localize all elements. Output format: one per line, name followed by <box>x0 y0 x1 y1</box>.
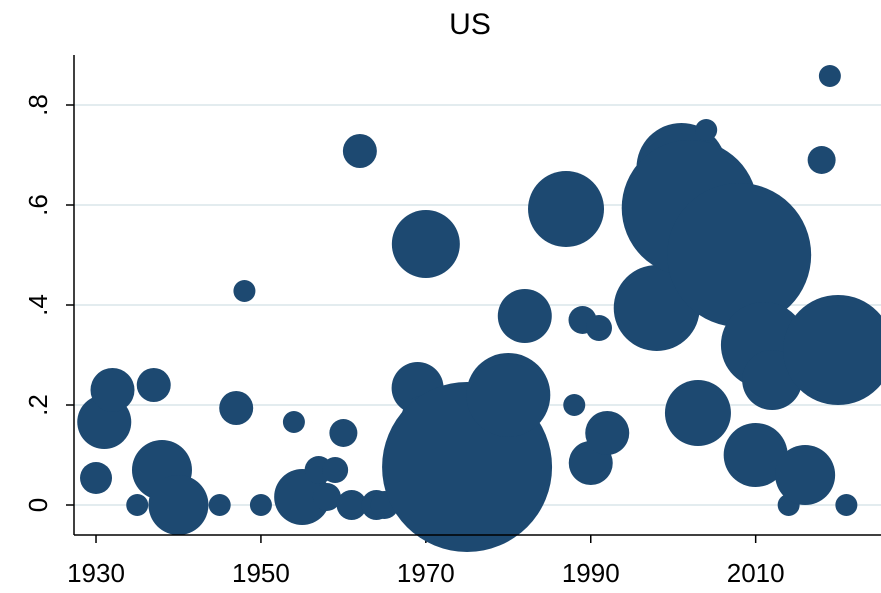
bubble <box>249 494 272 516</box>
bubble <box>312 483 341 511</box>
x-tick-label: 1950 <box>232 558 290 588</box>
chart-title: US <box>449 8 491 41</box>
bubble <box>667 183 812 327</box>
bubble <box>783 295 881 405</box>
bubble <box>336 490 367 520</box>
x-tick-label: 1970 <box>397 558 455 588</box>
x-tick-label: 2010 <box>727 558 785 588</box>
bubble <box>126 494 149 516</box>
bubble <box>342 134 377 168</box>
y-tick-label: .4 <box>23 294 53 316</box>
bubble <box>233 280 256 302</box>
bubble <box>528 171 605 247</box>
bubble <box>219 391 254 425</box>
bubble <box>208 494 231 516</box>
y-tick-label: 0 <box>23 498 53 512</box>
bubble <box>80 462 113 494</box>
x-tick-label: 1930 <box>67 558 125 588</box>
y-tick-label: .2 <box>23 394 53 416</box>
x-tick-label: 1990 <box>562 558 620 588</box>
bubble <box>466 353 551 437</box>
bubble <box>723 423 788 487</box>
bubble <box>497 289 552 343</box>
bubble <box>664 380 731 446</box>
bubble <box>563 394 586 416</box>
bubble <box>585 411 630 455</box>
bubble <box>807 146 836 174</box>
y-tick-label: .8 <box>23 94 53 116</box>
bubble <box>818 65 841 87</box>
bubble <box>136 368 171 402</box>
bubble <box>322 457 349 483</box>
bubble <box>775 445 836 505</box>
y-tick-label: .6 <box>23 194 53 216</box>
bubble <box>585 315 612 341</box>
bubble <box>695 119 718 141</box>
bubble <box>329 419 358 447</box>
bubble <box>90 368 135 412</box>
bubble <box>835 494 858 516</box>
bubble <box>391 210 460 278</box>
bubble <box>282 411 305 433</box>
bubble <box>148 475 209 535</box>
